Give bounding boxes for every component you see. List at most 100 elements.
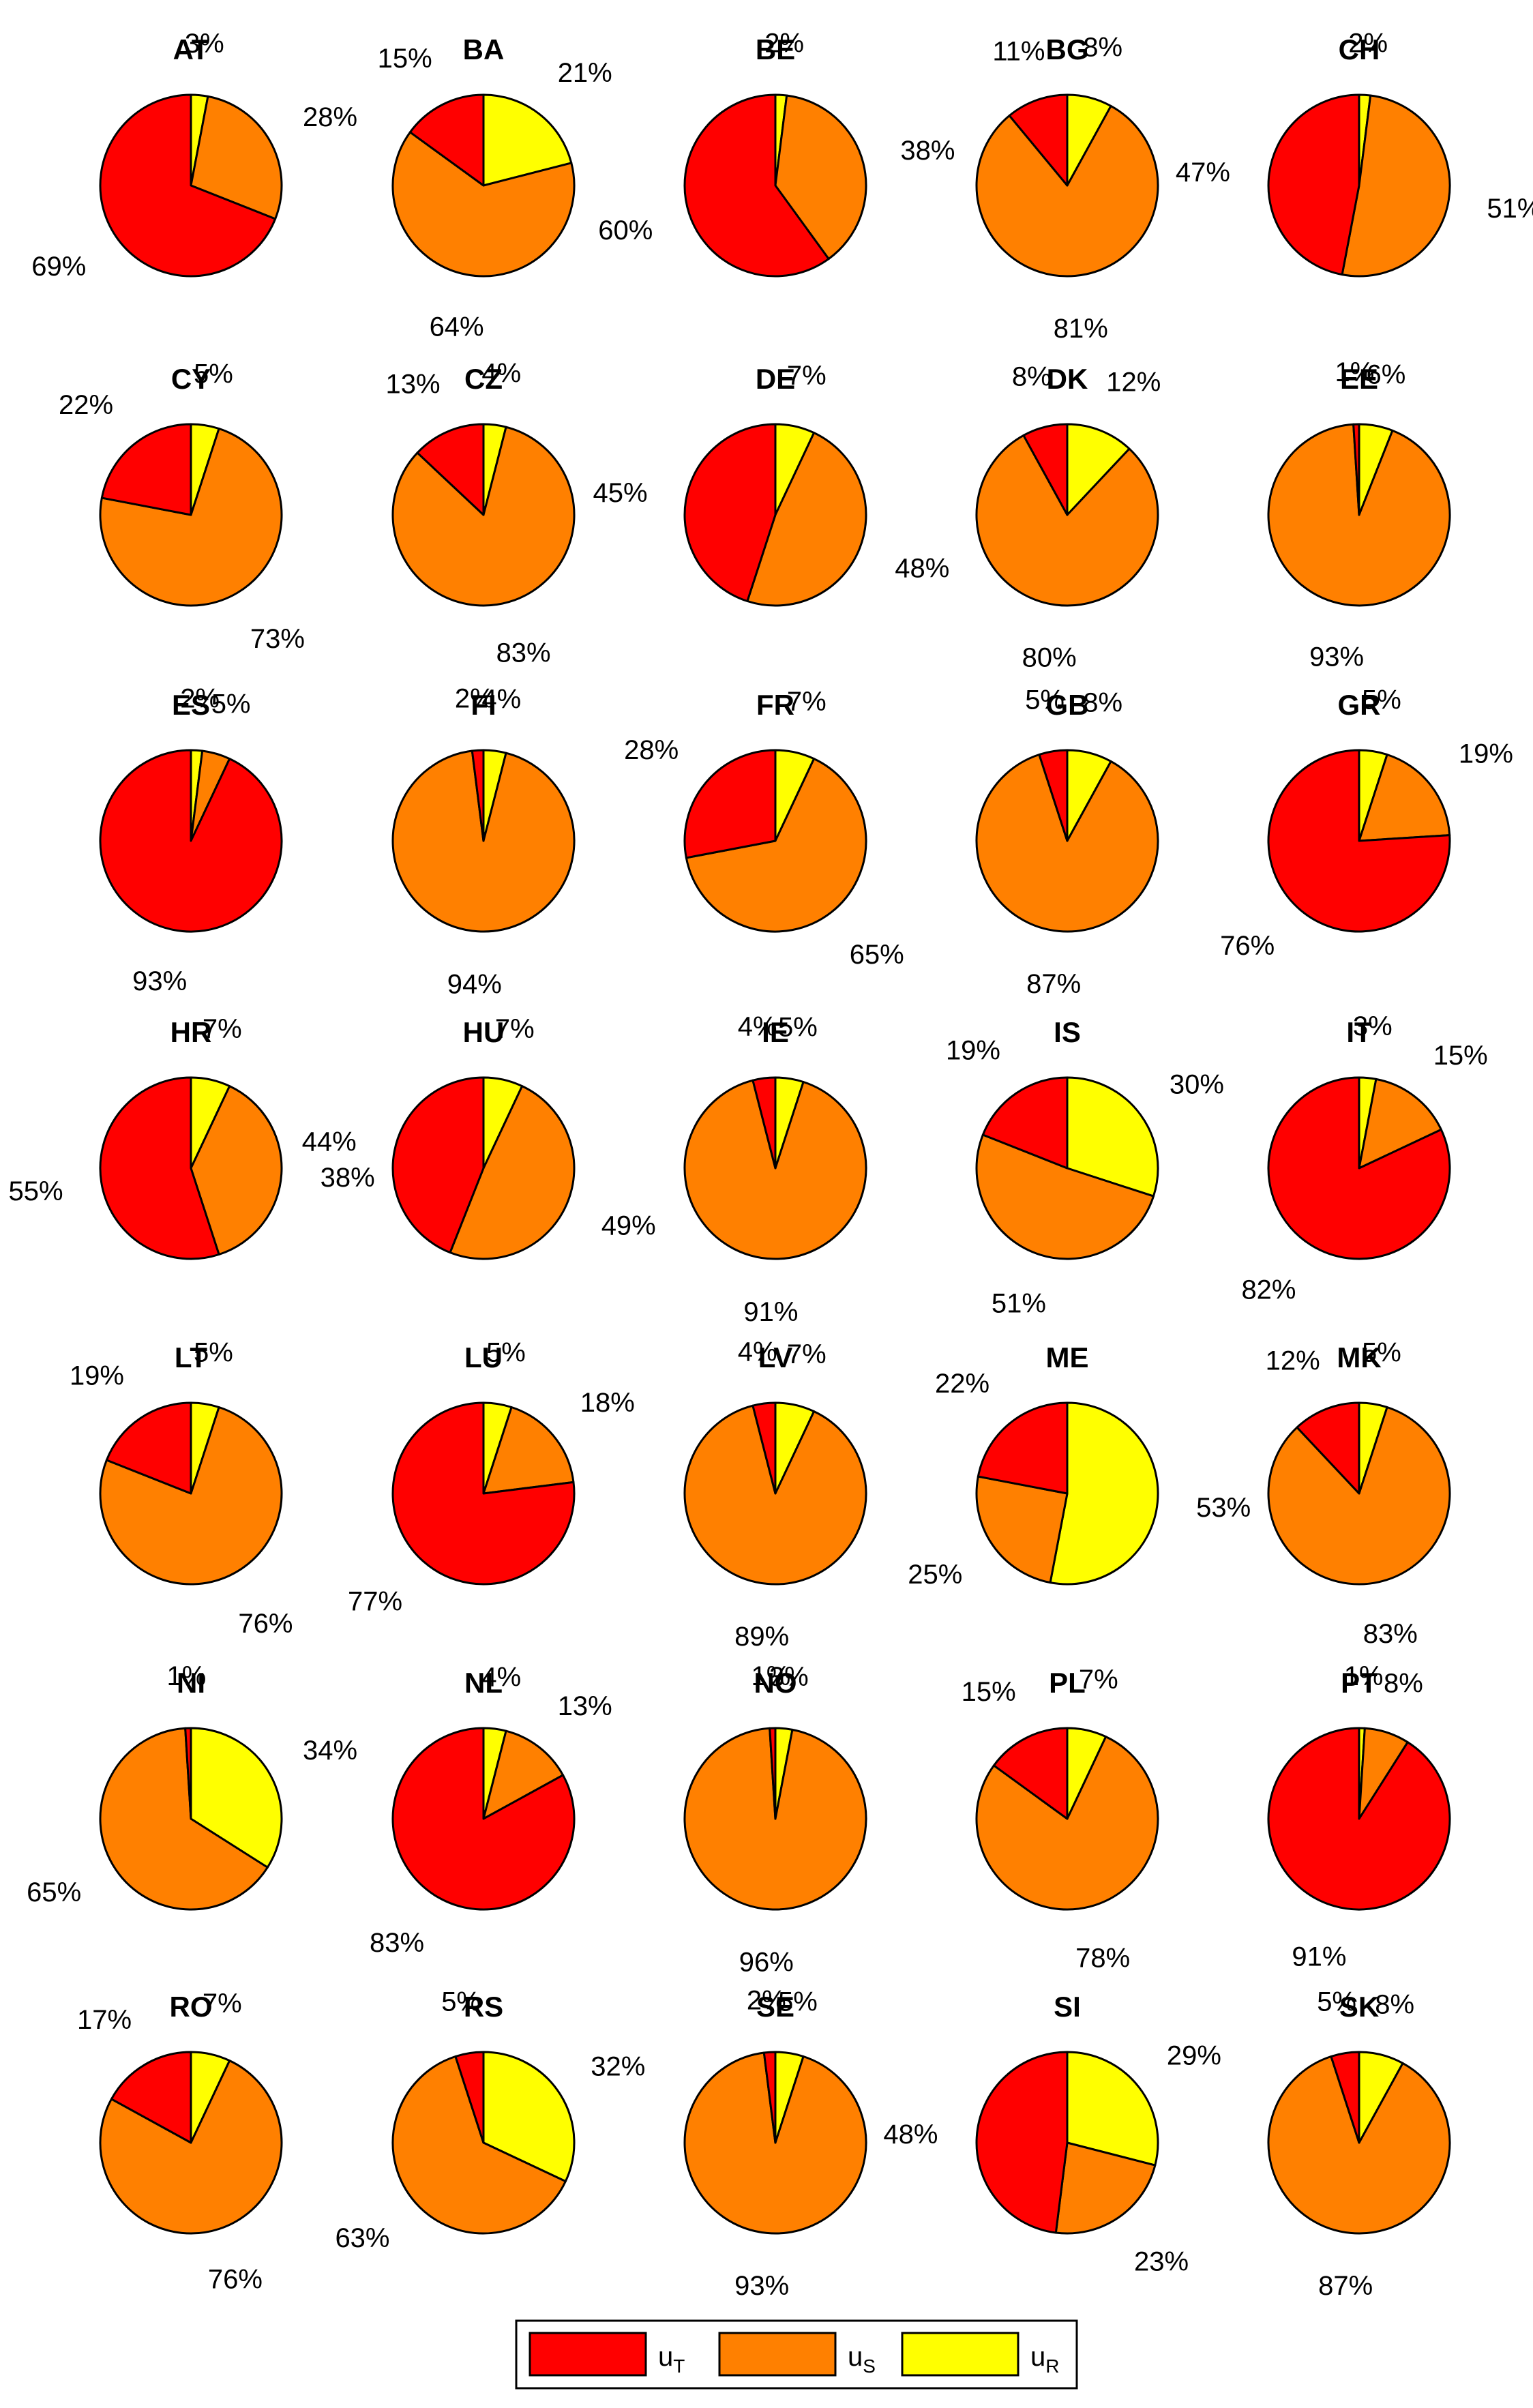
slice-u-t xyxy=(1330,2051,1360,2144)
pie-label-u-r: 21% xyxy=(558,58,612,88)
pie-label-u-t: 77% xyxy=(348,1587,402,1617)
pie-bg: BG8% 81% 11% xyxy=(975,33,1159,344)
pie-label-u-t: 48% xyxy=(883,2120,938,2150)
pie-it: IT3% 15% 82% xyxy=(1241,1011,1487,1305)
pie-title: HR xyxy=(170,1016,212,1048)
slice-u-s xyxy=(391,2055,567,2235)
slice-u-t xyxy=(683,423,777,602)
slice-u-s xyxy=(190,1085,283,1255)
slice-u-t xyxy=(408,93,485,187)
slice-u-r xyxy=(1066,1076,1159,1198)
slice-u-s xyxy=(975,1475,1069,1584)
pie-title: RO xyxy=(170,1991,213,2023)
pie-title: NO xyxy=(754,1667,797,1699)
pie-label-u-r: 5% xyxy=(194,1338,233,1368)
pie-lv: LV7% 89% 4% xyxy=(683,1337,867,1652)
pie-label-u-t: 12% xyxy=(1266,1346,1320,1376)
slice-u-s xyxy=(975,104,1159,278)
pie-label-u-r: 7% xyxy=(787,361,827,391)
pie-label-u-s: 80% xyxy=(1022,642,1077,672)
pie-title: EE xyxy=(1340,363,1378,395)
pie-ro: RO7% 76% 17% xyxy=(77,1989,283,2295)
pie-label-u-t: 93% xyxy=(132,966,187,996)
pie-label-u-r: 32% xyxy=(591,2052,645,2082)
pie-label-u-t: 15% xyxy=(378,44,432,74)
pie-nl: NL4% 13% 83% xyxy=(370,1663,612,1958)
pie-label-u-r: 3% xyxy=(1353,1011,1393,1041)
slice-u-s xyxy=(99,1406,283,1586)
pie-label-u-r: 1% xyxy=(1344,1661,1384,1691)
pie-title: ES xyxy=(172,689,210,721)
pie-label-u-r: 30% xyxy=(1170,1070,1224,1100)
slice-u-t xyxy=(1267,1727,1451,1911)
slice-u-t xyxy=(683,749,777,859)
pie-is: IS 30% 51% 19% xyxy=(946,1016,1224,1319)
pie-title: PT xyxy=(1341,1667,1378,1699)
pie-label-u-t: 22% xyxy=(935,1369,989,1399)
pie-title: GB xyxy=(1046,689,1089,721)
pie-label-u-r: 3% xyxy=(769,1662,809,1692)
slice-u-s xyxy=(774,94,867,261)
legend-swatch xyxy=(901,2332,1019,2377)
slice-u-t xyxy=(100,423,192,516)
pie-label-u-t: 8% xyxy=(1012,362,1052,392)
pie-title: IS xyxy=(1054,1016,1081,1048)
pie-label-u-s: 87% xyxy=(1318,2271,1373,2301)
pie-label-u-r: 5% xyxy=(778,1013,818,1043)
pie-label-u-s: 49% xyxy=(601,1210,656,1240)
pie-ie: IE5% 91% 4% xyxy=(683,1012,867,1327)
pie-label-u-r: 7% xyxy=(495,1014,535,1044)
slice-u-t xyxy=(1038,749,1069,842)
slice-u-s xyxy=(391,426,576,607)
pie-label-u-s: 65% xyxy=(27,1877,81,1907)
slice-u-s xyxy=(482,1729,565,1820)
pie-pt: PT1% 8% 91% xyxy=(1267,1661,1451,1972)
pie-label-u-t: 22% xyxy=(59,390,113,420)
pie-title: AT xyxy=(173,33,209,65)
slice-u-r xyxy=(1049,1401,1159,1586)
pie-sk: SK8% 87% 5% xyxy=(1267,1987,1451,2301)
pie-de: DE7% 48% 45% xyxy=(593,361,949,607)
pie-label-u-t: 1% xyxy=(166,1661,206,1691)
pie-label-u-t: 1% xyxy=(751,1661,790,1691)
pie-label-u-t: 11% xyxy=(992,36,1045,66)
slice-u-s xyxy=(482,1406,575,1495)
pie-pl: PL7% 78% 15% xyxy=(962,1665,1159,1973)
pie-title: NL xyxy=(464,1667,503,1699)
pie-label-u-r: 2% xyxy=(764,28,804,58)
slice-u-t xyxy=(683,93,830,278)
legend-swatch xyxy=(718,2332,837,2377)
slice-u-t xyxy=(105,1401,192,1495)
pie-label-u-r: 5% xyxy=(194,359,233,389)
slice-u-s xyxy=(1054,2141,1157,2235)
slice-u-t xyxy=(471,749,485,842)
pie-label-u-s: 38% xyxy=(321,1163,375,1193)
pie-es: ES2%5% 93% xyxy=(99,683,283,996)
pie-title: IT xyxy=(1346,1016,1372,1048)
pie-ch: CH2% 51% 47% xyxy=(1176,28,1533,278)
slice-u-t xyxy=(391,1076,485,1254)
pie-label-u-r: 53% xyxy=(1196,1493,1251,1523)
slice-u-t xyxy=(1352,423,1360,516)
pie-dk: DK 12% 80% 8% xyxy=(975,362,1161,672)
slice-u-s xyxy=(449,1085,576,1260)
pie-lu: LU5% 18% 77% xyxy=(348,1338,635,1617)
pie-be: BE2% 38% 60% xyxy=(598,28,955,278)
slice-u-s xyxy=(683,1404,867,1586)
pie-fr: FR7% 65% 28% xyxy=(624,687,904,970)
pie-title: NI xyxy=(177,1667,205,1699)
slice-u-t xyxy=(110,2051,192,2144)
pie-title: ME xyxy=(1046,1341,1089,1373)
pie-title: SE xyxy=(756,1991,794,2023)
pie-label-u-s: 76% xyxy=(238,1609,293,1639)
legend-entry-u-s: uS xyxy=(718,2332,876,2377)
pie-me: ME 53% 25% 22% xyxy=(908,1341,1251,1590)
pie-label-u-t: 83% xyxy=(370,1928,424,1958)
slice-u-s xyxy=(190,95,283,220)
pie-label-u-r: 34% xyxy=(303,1736,357,1766)
pie-label-u-r: 2% xyxy=(180,683,220,713)
pie-title: SI xyxy=(1054,1991,1081,2023)
pie-label-u-t: 4% xyxy=(738,1012,777,1042)
pie-label-u-r: 4% xyxy=(481,685,521,715)
